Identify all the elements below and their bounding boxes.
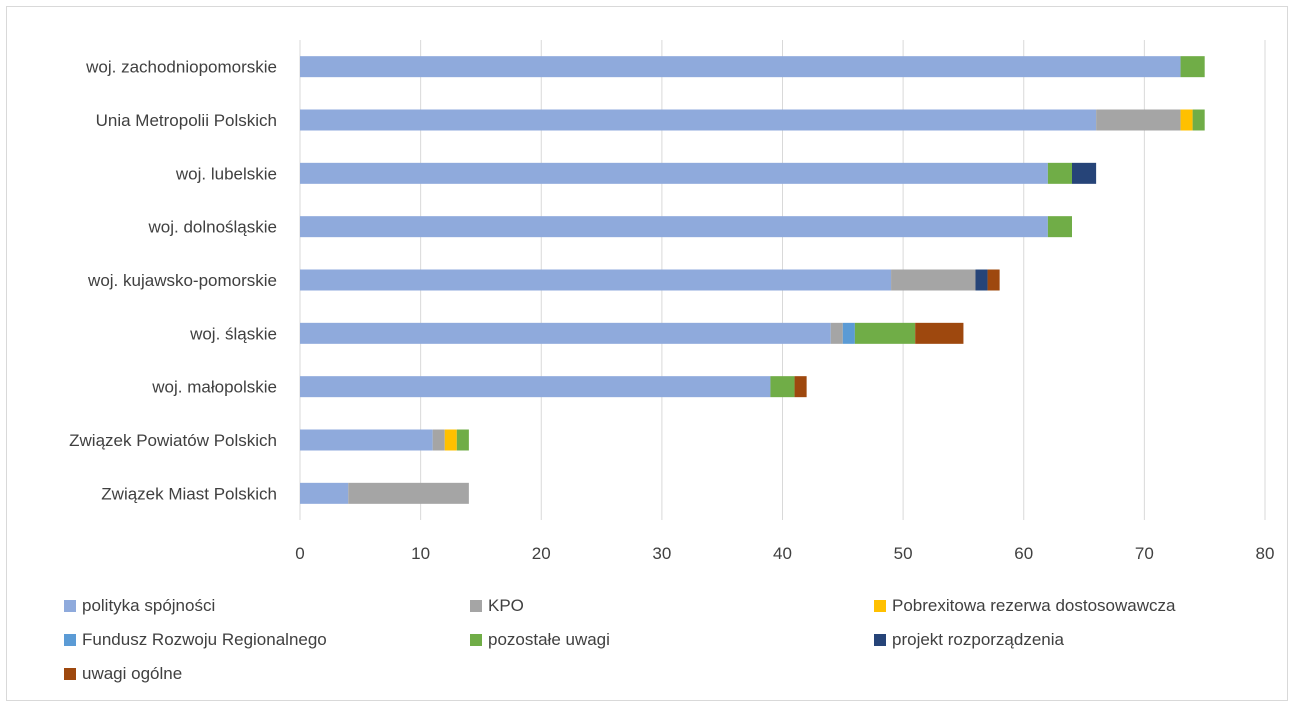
legend-item: Pobrexitowa rezerwa dostosowawcza <box>874 596 1175 616</box>
bar-segment <box>891 269 976 291</box>
bar-segment <box>1192 109 1205 131</box>
legend-item: KPO <box>470 596 524 616</box>
bar-segment <box>300 269 892 291</box>
category-labels: woj. zachodniopomorskie Unia Metropolii P… <box>69 58 277 504</box>
bar-segment <box>300 109 1097 131</box>
bar-segment <box>300 56 1181 78</box>
bar-segment <box>1180 56 1205 78</box>
bar-segment <box>300 429 433 451</box>
legend-item: polityka spójności <box>64 596 215 616</box>
bar-segment <box>300 162 1048 184</box>
legend-swatch <box>64 634 76 646</box>
bar-segment <box>842 322 855 344</box>
bar-segment <box>300 482 349 504</box>
bar-segment <box>975 269 988 291</box>
bar-segment <box>456 429 469 451</box>
bar-segment <box>915 322 964 344</box>
category-label: woj. kujawsko-pomorskie <box>87 271 277 290</box>
legend-label: Pobrexitowa rezerwa dostosowawcza <box>892 596 1176 615</box>
bar-segment <box>854 322 916 344</box>
x-tick-labels: 0 10 20 30 40 50 60 70 80 <box>295 544 1274 563</box>
x-tick-label: 80 <box>1256 544 1275 563</box>
bar-segment <box>432 429 445 451</box>
legend-label: uwagi ogólne <box>82 664 183 683</box>
x-tick-label: 40 <box>773 544 792 563</box>
category-label: woj. lubelskie <box>175 164 277 183</box>
legend-swatch <box>64 668 76 680</box>
legend-swatch <box>874 634 886 646</box>
category-label: woj. śląskie <box>189 324 277 343</box>
legend-label: projekt rozporządzenia <box>892 630 1064 649</box>
x-tick-label: 30 <box>652 544 671 563</box>
category-label: Związek Miast Polskich <box>101 484 277 503</box>
bar-segment <box>300 216 1048 238</box>
category-label: woj. dolnośląskie <box>147 218 277 237</box>
legend-swatch <box>470 600 482 612</box>
bar-segment <box>794 376 807 398</box>
legend-swatch <box>874 600 886 612</box>
bar-segment <box>830 322 843 344</box>
x-tick-label: 50 <box>894 544 913 563</box>
category-label: woj. zachodniopomorskie <box>85 58 277 77</box>
category-label: woj. małopolskie <box>151 378 277 397</box>
bar-segment <box>1180 109 1193 131</box>
legend-label: KPO <box>488 596 524 615</box>
category-label: Związek Powiatów Polskich <box>69 431 277 450</box>
legend-label: Fundusz Rozwoju Regionalnego <box>82 630 327 649</box>
x-tick-label: 20 <box>532 544 551 563</box>
legend-label: polityka spójności <box>82 596 216 615</box>
bar-segment <box>1096 109 1181 131</box>
bar-segment <box>444 429 457 451</box>
legend-item: pozostałe uwagi <box>470 630 610 650</box>
legend-swatch <box>64 600 76 612</box>
bar-segment <box>300 322 831 344</box>
bar-segment <box>1072 162 1097 184</box>
legend-item: Fundusz Rozwoju Regionalnego <box>64 630 327 650</box>
category-label: Unia Metropolii Polskich <box>96 111 277 130</box>
bar-segment <box>1047 162 1072 184</box>
bar-segment <box>348 482 469 504</box>
bar-segment <box>770 376 795 398</box>
legend-label: pozostałe uwagi <box>488 630 610 649</box>
x-tick-label: 10 <box>411 544 430 563</box>
legend-item: projekt rozporządzenia <box>874 630 1064 650</box>
bars <box>300 56 1205 504</box>
legend-swatch <box>470 634 482 646</box>
bar-segment <box>987 269 1000 291</box>
x-tick-label: 0 <box>295 544 304 563</box>
legend-item: uwagi ogólne <box>64 664 182 684</box>
bar-segment <box>1047 216 1072 238</box>
x-tick-label: 60 <box>1014 544 1033 563</box>
bar-segment <box>300 376 771 398</box>
x-tick-label: 70 <box>1135 544 1154 563</box>
